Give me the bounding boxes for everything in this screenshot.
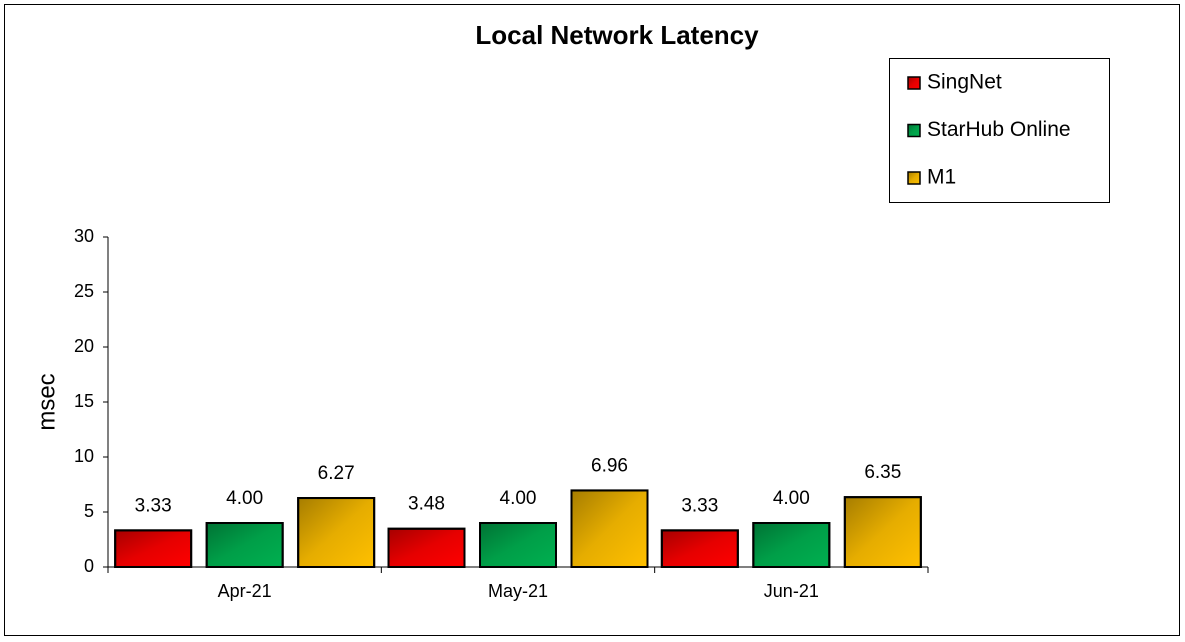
value-label: 4.00 — [500, 488, 537, 509]
bar-shade — [479, 522, 557, 568]
legend-label: M1 — [927, 166, 956, 189]
bar-shade — [570, 489, 649, 568]
y-tick-label: 0 — [84, 556, 94, 576]
value-label: 4.00 — [773, 488, 810, 509]
x-tick-label: Jun-21 — [764, 581, 819, 601]
y-tick-label: 5 — [84, 501, 94, 521]
legend-swatch-shade — [908, 124, 920, 137]
chart-title: Local Network Latency — [475, 20, 759, 50]
bar-shade — [843, 496, 922, 568]
bar-shade — [297, 497, 376, 568]
value-label: 3.48 — [408, 494, 445, 515]
legend-label: StarHub Online — [927, 118, 1071, 141]
bar-shade — [205, 522, 284, 568]
y-tick-label: 10 — [74, 446, 94, 466]
legend-swatch-shade — [908, 172, 920, 184]
value-label: 3.33 — [135, 495, 172, 516]
legend-box — [889, 58, 1110, 203]
y-tick-label: 15 — [74, 391, 94, 411]
legend-swatch-shade — [908, 77, 920, 89]
value-label: 6.35 — [864, 462, 901, 483]
bar-shade — [660, 529, 739, 568]
value-label: 3.33 — [681, 495, 718, 516]
bar-shade — [752, 522, 831, 568]
y-tick-label: 20 — [74, 336, 94, 356]
legend-label: SingNet — [927, 71, 1002, 94]
y-axis-label: msec — [33, 373, 60, 430]
y-tick-label: 25 — [74, 281, 94, 301]
value-label: 4.00 — [226, 488, 263, 509]
x-tick-label: May-21 — [488, 581, 548, 601]
value-label: 6.27 — [318, 463, 355, 484]
y-tick-label: 30 — [74, 226, 94, 246]
bar-shade — [387, 527, 466, 568]
value-label: 6.96 — [591, 455, 628, 476]
bar-shade — [114, 529, 193, 568]
x-tick-label: Apr-21 — [218, 581, 272, 601]
